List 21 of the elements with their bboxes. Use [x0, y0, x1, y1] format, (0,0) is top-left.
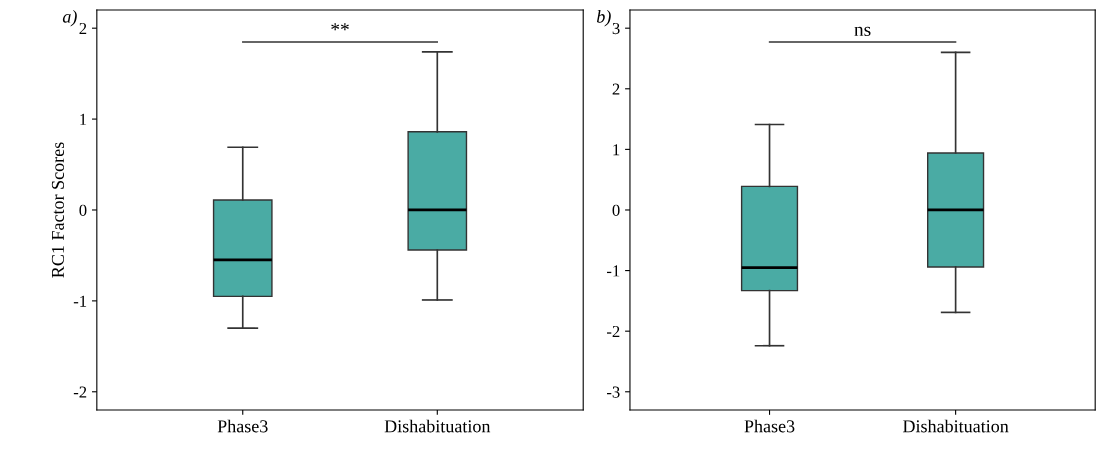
x-tick-label: Dishabituation: [902, 419, 1009, 433]
y-tick-label: -1: [606, 265, 620, 277]
y-tick-label: 1: [613, 144, 620, 156]
y-tick-label: 2: [612, 83, 620, 95]
x-tick-label: Dishabituation: [384, 419, 491, 433]
chart-title: b): [596, 10, 611, 27]
y-axis-title: RC1 Factor Scores: [51, 142, 64, 278]
y-tick-label: 0: [612, 204, 620, 216]
y-tick-label: 1: [80, 113, 87, 125]
y-tick-label: -3: [606, 386, 620, 398]
annotation: **: [331, 23, 349, 31]
annotation: ns: [854, 26, 871, 37]
x-tick-label: Phase3: [217, 419, 268, 433]
x-tick-label: Phase3: [744, 419, 795, 433]
y-tick-label: 3: [612, 22, 620, 35]
y-tick-label: -1: [73, 295, 87, 307]
y-tick-label: 0: [79, 204, 87, 216]
chart-title: a): [62, 10, 77, 27]
y-tick-label: 2: [79, 22, 87, 34]
y-tick-label: -2: [606, 325, 620, 337]
y-tick-label: -2: [73, 386, 87, 398]
